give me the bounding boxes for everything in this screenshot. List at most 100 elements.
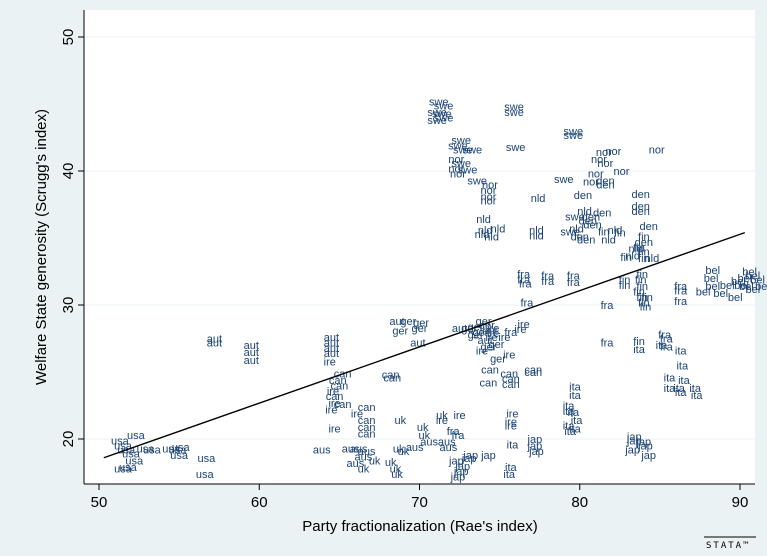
data-point-label: jap: [527, 434, 543, 446]
data-point-label: fin: [620, 252, 632, 264]
data-point-label: uk: [394, 415, 406, 427]
data-point-label: ita: [656, 340, 669, 352]
data-point-label: can: [358, 402, 376, 414]
data-point-label: fin: [633, 287, 645, 299]
data-point-label: nld: [601, 234, 616, 246]
data-point-label: bel: [705, 281, 720, 293]
data-point-label: uk: [393, 443, 405, 455]
data-point-label: can: [500, 368, 518, 380]
data-point-label: can: [331, 380, 349, 392]
data-point-label: nld: [476, 214, 491, 226]
data-point-label: fra: [674, 285, 688, 297]
data-point-label: usa: [169, 445, 188, 457]
data-point-label: usa: [125, 455, 144, 467]
data-point-label: den: [577, 234, 595, 246]
data-point-label: jap: [640, 450, 656, 462]
data-point-label: jap: [461, 453, 477, 465]
data-point-label: jap: [448, 455, 464, 467]
data-point-label: jap: [453, 466, 469, 478]
data-point-label: can: [481, 364, 499, 376]
data-point-label: jap: [626, 435, 642, 447]
data-point-label: usa: [143, 445, 162, 457]
data-point-label: aut: [244, 347, 259, 359]
data-point-label: ita: [664, 383, 677, 395]
data-point-label: ita: [569, 382, 582, 394]
data-point-label: can: [524, 367, 542, 379]
data-point-label: nld: [478, 225, 493, 237]
data-point-label: swe: [434, 112, 454, 124]
data-point-label: ger: [488, 339, 504, 351]
data-point-label: bel: [745, 284, 760, 296]
data-point-label: nld: [529, 230, 544, 242]
y-tick-label: 50: [60, 29, 77, 46]
data-point-label: nor: [448, 154, 464, 166]
data-point-label: usa: [127, 430, 146, 442]
data-point-label: aut: [244, 355, 259, 367]
data-point-label: fra: [567, 277, 581, 289]
data-point-label: nor: [596, 147, 612, 159]
data-point-label: ire: [327, 386, 339, 398]
data-point-label: nor: [588, 169, 604, 181]
data-point-label: den: [583, 220, 601, 232]
data-point-label: aut: [324, 348, 339, 360]
data-point-label: aut: [324, 343, 339, 355]
data-point-label: aut: [389, 316, 404, 328]
data-point-label: fin: [633, 336, 645, 348]
data-point-label: ire: [351, 409, 363, 421]
data-point-label: ita: [676, 360, 689, 372]
data-point-label: ire: [328, 398, 340, 410]
data-point-label: ire: [506, 409, 518, 421]
data-point-label: jap: [454, 461, 470, 473]
data-point-label: ita: [503, 469, 516, 481]
data-point-label: aus: [350, 443, 368, 455]
data-point-label: uk: [390, 463, 402, 475]
data-point-label: ire: [505, 417, 517, 429]
data-point-label: ger: [480, 342, 496, 354]
data-point-label: bel: [728, 292, 743, 304]
data-point-label: fin: [636, 292, 648, 304]
data-point-label: swe: [451, 135, 471, 147]
y-axis-title: Welfare State generosity (Scrugg's index…: [33, 109, 50, 385]
data-point-label: bel: [731, 276, 746, 288]
data-point-label: ire: [505, 421, 517, 433]
data-point-label: ita: [689, 383, 702, 395]
data-point-label: bel: [745, 271, 760, 283]
data-point-label: ire: [436, 415, 448, 427]
data-point-label: ger: [479, 320, 495, 332]
data-point-label: usa: [114, 463, 133, 475]
data-point-label: can: [383, 372, 401, 384]
data-point-label: ger: [468, 329, 484, 341]
data-point-label: fra: [517, 269, 531, 281]
data-point-label: den: [639, 221, 657, 233]
data-point-label: ita: [673, 383, 686, 395]
x-axis-title: Party fractionalization (Rae's index): [302, 518, 537, 535]
data-point-label: ire: [485, 332, 497, 344]
data-point-label: uk: [385, 457, 397, 469]
data-point-label: bel: [742, 267, 757, 279]
data-point-label: aus: [438, 437, 456, 449]
data-point-label: ire: [514, 324, 526, 336]
data-point-label: den: [596, 175, 614, 187]
data-point-label: aus: [342, 443, 360, 455]
data-point-label: aut: [207, 338, 222, 350]
data-point-label: aut: [207, 334, 222, 346]
data-point-label: fra: [452, 430, 466, 442]
data-point-label: swe: [451, 158, 471, 170]
data-point-label: ire: [487, 323, 499, 335]
data-point-label: fra: [674, 296, 688, 308]
data-point-label: fra: [447, 426, 461, 438]
data-point-label: bel: [713, 288, 728, 300]
data-point-label: ita: [569, 423, 582, 435]
data-point-label: bel: [755, 281, 767, 293]
data-point-label: swe: [453, 145, 473, 157]
data-point-label: nor: [591, 154, 607, 166]
data-point-label: ire: [498, 332, 510, 344]
data-point-label: jap: [462, 450, 478, 462]
data-point-label: uk: [391, 469, 403, 481]
data-point-label: bel: [734, 280, 749, 292]
data-point-label: nor: [649, 145, 665, 157]
data-point-label: nor: [597, 158, 613, 170]
data-point-label: bel: [739, 281, 754, 293]
data-point-label: jap: [527, 441, 543, 453]
data-point-label: can: [334, 399, 352, 411]
